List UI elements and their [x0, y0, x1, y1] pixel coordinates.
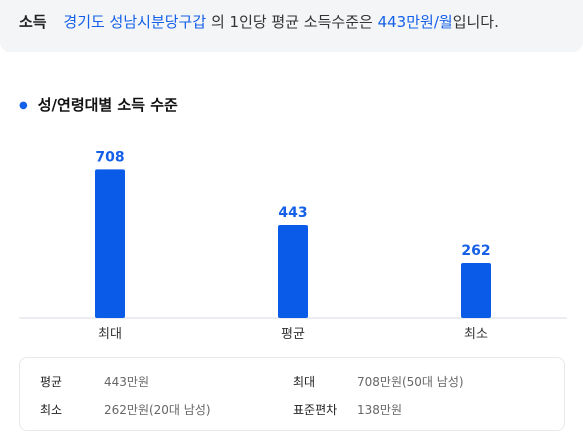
stats-summary-box: 평균 443만원 최대 708만원(50대 남성) 최소 262만원(20대 남… — [19, 357, 565, 431]
income-summary-banner: 소득 경기도 성남시분당구갑 의 1인당 평균 소득수준은 443만원/월입니다… — [0, 0, 583, 52]
stat-min-value: 262만원(20대 남성) — [104, 403, 211, 417]
summary-label: 소득 — [19, 13, 47, 31]
stat-avg-label: 평균 — [40, 375, 63, 389]
category-label: 평균 — [281, 327, 305, 342]
category-label: 최대 — [98, 327, 122, 342]
bar-value-label: 443 — [278, 205, 307, 221]
stat-std-value: 138만원 — [357, 403, 402, 417]
bar-value-label: 262 — [461, 243, 490, 259]
region-name: 경기도 성남시분당구갑 — [63, 13, 207, 31]
stat-avg-value: 443만원 — [104, 375, 149, 389]
summary-end-text: 입니다. — [452, 13, 499, 31]
bar-2 — [278, 224, 308, 318]
bullet-icon: ● — [19, 100, 28, 111]
stat-min-label: 최소 — [40, 403, 63, 417]
section-title: ● 성/연령대별 소득 수준 — [19, 94, 178, 115]
summary-text: 소득 경기도 성남시분당구갑 의 1인당 평균 소득수준은 443만원/월입니다… — [19, 11, 499, 33]
bar-value-label: 708 — [95, 149, 124, 165]
stat-std-label: 표준편차 — [293, 403, 338, 417]
summary-mid-text: 의 1인당 평균 소득수준은 — [210, 13, 373, 31]
stat-max-value: 708만원(50대 남성) — [357, 375, 464, 389]
bar-3 — [461, 262, 491, 318]
bar-1 — [95, 169, 125, 318]
category-label: 최소 — [464, 327, 488, 342]
income-bar-chart: 708 최대 443 평균 262 최소 — [19, 149, 567, 342]
section-title-text: 성/연령대별 소득 수준 — [37, 96, 178, 114]
stat-max-label: 최대 — [293, 375, 316, 389]
average-income-amount: 443만원/월 — [377, 13, 453, 31]
